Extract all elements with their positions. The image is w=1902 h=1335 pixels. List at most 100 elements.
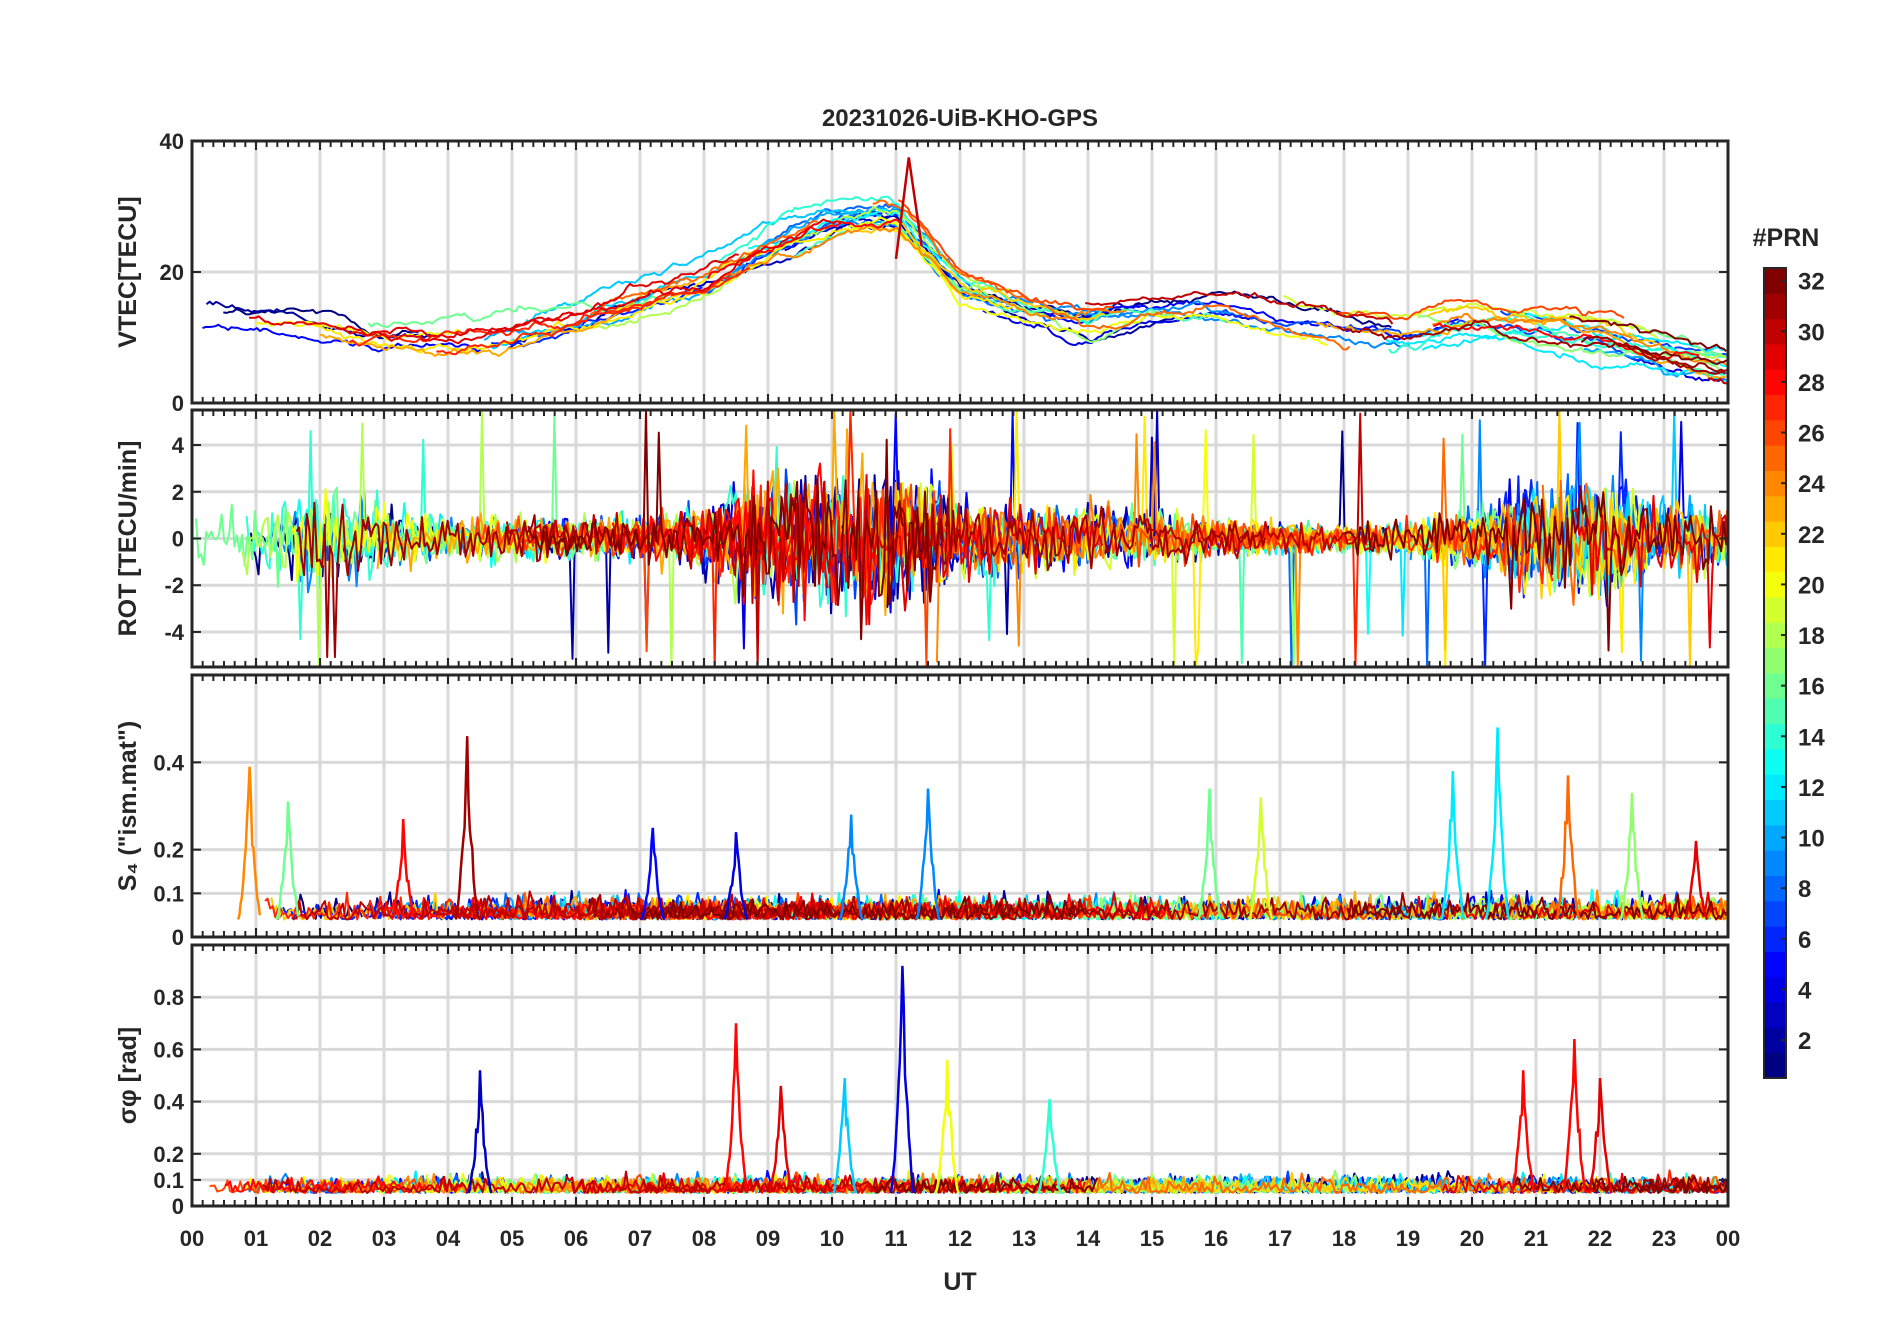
colorbar-segment: [1764, 647, 1786, 674]
spike-prn-29: [768, 1085, 794, 1194]
y-tick-label: 0.1: [153, 881, 184, 906]
colorbar-segment: [1764, 723, 1786, 750]
colorbar-segment: [1764, 1027, 1786, 1054]
y-axis-label-s4: S₄ ("ism.mat"): [114, 721, 142, 891]
y-tick-label: 0.4: [153, 1090, 184, 1115]
series-line-prn-29: [249, 253, 739, 339]
panel-vtec: 0 20 40 VTEC[TECU]: [114, 129, 1730, 416]
spike-prn-3: [467, 1070, 493, 1194]
series-line-prn-27: [348, 273, 731, 347]
x-tick-label: 00: [1716, 1226, 1740, 1251]
spike-prn-9: [915, 788, 941, 920]
panel-sigma-phi: 00.10.2 0.4 0.6 0.8 σφ [rad]: [114, 943, 1730, 1219]
series-line-prn-32: [1569, 315, 1727, 352]
x-tick-label: 05: [500, 1226, 524, 1251]
colorbar-segment: [1764, 673, 1786, 699]
y-tick-label: 0.2: [153, 838, 184, 863]
panel-rot: -4 -2 0 2 4 ROT [TECU/min]: [114, 408, 1730, 669]
series-line-prn-32: [628, 893, 1087, 921]
spike-prn-9: [838, 814, 864, 921]
colorbar-tick-label: 10: [1798, 826, 1825, 853]
series-line-prn-28: [706, 218, 901, 280]
colorbar-tick-label: 24: [1798, 471, 1825, 498]
series-group-rot: [195, 410, 1728, 667]
x-tick-label: 21: [1524, 1226, 1548, 1251]
series-line-prn-11: [525, 209, 882, 323]
x-tick-label: 11: [884, 1226, 907, 1251]
colorbar-segment: [1764, 799, 1786, 826]
series-line-prn-26: [897, 199, 1113, 312]
spike-prn-19: [1248, 797, 1274, 920]
series-line-prn-11: [1593, 410, 1728, 588]
spike-prn-28: [1510, 1070, 1536, 1194]
series-line-prn-25: [872, 199, 1351, 351]
spike-prn-20: [934, 1059, 960, 1194]
colorbar-tick-label: 22: [1798, 522, 1825, 549]
spike-prn-12: [1440, 771, 1466, 920]
colorbar-segment: [1764, 622, 1786, 649]
series-line-prn-28: [224, 1175, 464, 1194]
panel-s4: 0 0.1 0.2 0.4 S₄ ("ism.mat"): [114, 673, 1730, 950]
x-tick-label: 15: [1140, 1226, 1164, 1251]
x-tick-label: 06: [564, 1226, 588, 1251]
y-tick-label: -2: [164, 573, 184, 598]
series-group-vtec: [202, 157, 1728, 385]
colorbar-segment: [1764, 419, 1786, 446]
colorbar-segment: [1764, 318, 1786, 345]
x-tick-label: 20: [1460, 1226, 1484, 1251]
x-tick-label: 09: [756, 1226, 780, 1251]
series-line-prn-28: [1432, 322, 1700, 360]
series-line-prn-31: [888, 497, 1267, 588]
series-line-prn-30: [1707, 377, 1728, 385]
colorbar-tick-label: 14: [1798, 724, 1825, 751]
colorbar-segment: [1764, 926, 1786, 952]
colorbar-tick-label: 4: [1798, 977, 1812, 1004]
y-tick-label: 2: [172, 480, 184, 505]
spike-prn-11: [832, 1078, 858, 1194]
colorbar-segment: [1764, 951, 1786, 978]
series-line-prn-32: [1509, 1174, 1728, 1194]
y-tick-label: -4: [164, 620, 184, 645]
colorbar-label: #PRN: [1753, 224, 1820, 252]
spike-prn-12: [1484, 727, 1511, 920]
y-tick-label: 0.4: [153, 750, 184, 775]
colorbar-tick-label: 30: [1798, 319, 1825, 346]
colorbar-segment: [1764, 571, 1786, 598]
colorbar-tick-label: 6: [1798, 927, 1811, 954]
colorbar-segment: [1764, 293, 1786, 320]
colorbar-segment: [1764, 900, 1786, 927]
y-tick-label: 0: [172, 527, 184, 552]
colorbar-segment: [1764, 824, 1786, 851]
colorbar-tick-label: 2: [1798, 1028, 1811, 1055]
series-line-prn-31: [1580, 335, 1726, 375]
series-line-prn-24: [712, 224, 1127, 321]
x-tick-label: 22: [1588, 1226, 1612, 1251]
series-line-prn-12: [1421, 334, 1727, 382]
spike-prn-28: [723, 1023, 749, 1194]
series-line-prn-32: [527, 410, 944, 641]
series-line-prn-25: [1085, 1171, 1492, 1194]
colorbar-segment: [1764, 1002, 1786, 1028]
y-tick-label: 0.1: [153, 1168, 184, 1193]
y-tick-label: 0.2: [153, 1142, 184, 1167]
x-tick-label: 13: [1012, 1226, 1036, 1251]
series-line-prn-7: [1499, 310, 1728, 356]
x-tick-label: 16: [1204, 1226, 1228, 1251]
x-tick-label: 01: [244, 1226, 268, 1251]
y-axis-label-rot: ROT [TECU/min]: [114, 441, 142, 637]
colorbar-segment: [1764, 976, 1786, 1003]
series-line-prn-5: [1044, 299, 1459, 341]
spike-prn-16: [275, 801, 300, 920]
y-axis-label-sigma-phi: σφ [rad]: [114, 1027, 142, 1125]
series-line-prn-32: [1633, 345, 1728, 366]
series-line-prn-21: [606, 226, 1014, 315]
spike-prn-4: [889, 965, 916, 1194]
series-line-prn-32: [1344, 485, 1728, 652]
spike-prn-17: [1619, 792, 1645, 920]
x-tick-label: 18: [1332, 1226, 1356, 1251]
spike-prn-24: [236, 766, 262, 920]
series-line-prn-30: [262, 1170, 706, 1194]
